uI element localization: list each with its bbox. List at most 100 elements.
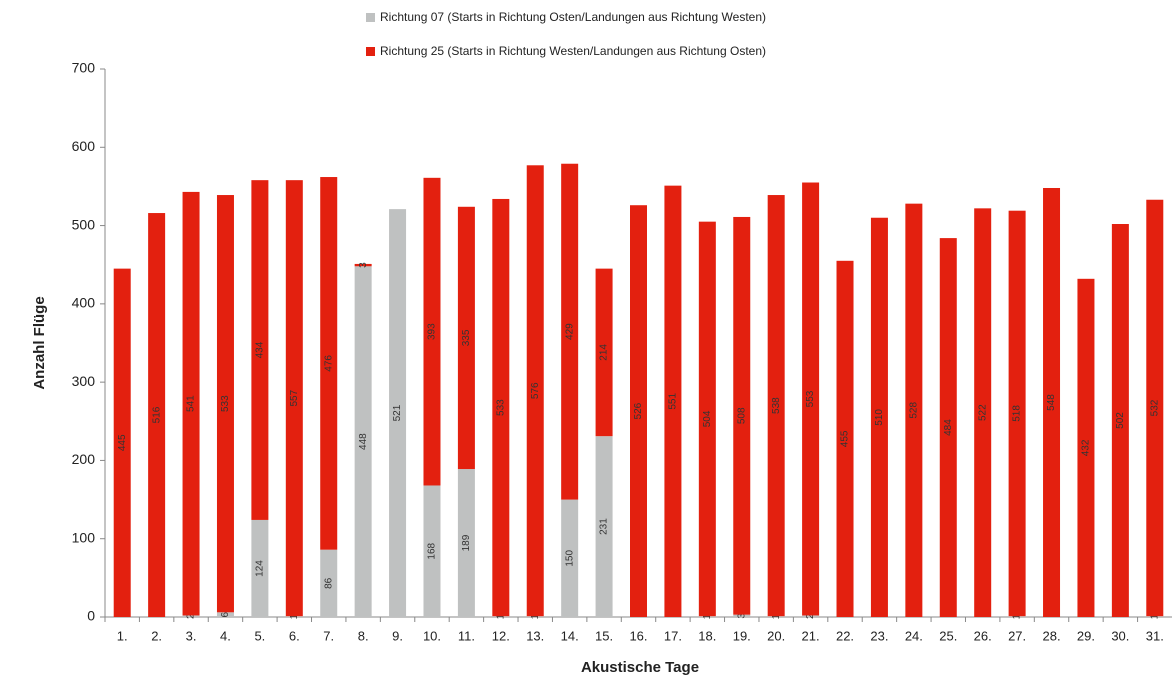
x-tick-label: 2. <box>151 628 162 643</box>
bar-segment <box>216 612 234 617</box>
legend-label: Richtung 25 (Starts in Richtung Westen/L… <box>380 44 766 58</box>
data-label: 2 <box>805 613 816 619</box>
bar-segment <box>423 177 441 486</box>
bar-segment <box>148 213 166 617</box>
bar-segment <box>802 182 820 616</box>
x-tick-label: 26. <box>974 628 992 643</box>
y-tick-label: 600 <box>72 138 96 154</box>
data-label: 532 <box>1149 399 1160 416</box>
bar-segment <box>354 263 372 267</box>
bar-segment <box>182 615 200 617</box>
data-label: 548 <box>1046 394 1057 411</box>
data-label: 189 <box>461 534 472 551</box>
data-label: 214 <box>599 344 610 361</box>
data-label: 526 <box>633 402 644 419</box>
x-tick-label: 9. <box>392 628 403 643</box>
data-label: 476 <box>323 355 334 372</box>
x-tick-label: 28. <box>1042 628 1060 643</box>
bar-segment <box>664 185 682 617</box>
x-tick-label: 23. <box>870 628 888 643</box>
bar-segment <box>698 221 716 617</box>
data-label: 504 <box>702 410 713 427</box>
data-label: 2 <box>186 613 197 619</box>
bar-segment <box>561 163 579 500</box>
x-tick-label: 4. <box>220 628 231 643</box>
data-label: 1 <box>289 613 300 619</box>
x-tick-label: 16. <box>629 628 647 643</box>
data-label: 432 <box>1081 439 1092 456</box>
data-label: 231 <box>599 518 610 535</box>
data-label: 1 <box>771 613 782 619</box>
data-label: 1 <box>1012 613 1023 619</box>
x-tick-label: 11. <box>458 628 475 643</box>
data-label: 1 <box>1149 613 1160 619</box>
bar-segment <box>251 519 269 617</box>
data-label: 533 <box>495 399 506 416</box>
bar-segment <box>1008 616 1026 617</box>
x-tick-label: 19. <box>733 628 751 643</box>
bar-segment <box>974 208 992 617</box>
bar-segment <box>216 195 234 613</box>
data-label: 538 <box>771 397 782 414</box>
bar-segment <box>939 238 957 617</box>
y-tick-label: 200 <box>72 451 96 467</box>
x-tick-label: 3. <box>186 628 197 643</box>
bar-segment <box>492 616 510 617</box>
data-label: 429 <box>564 323 575 340</box>
x-tick-label: 22. <box>836 628 854 643</box>
data-label: 124 <box>255 560 266 577</box>
data-label: 541 <box>186 395 197 412</box>
bar-segment <box>698 616 716 617</box>
data-label: 522 <box>977 404 988 421</box>
y-tick-label: 0 <box>87 608 95 624</box>
x-tick-label: 21. <box>802 628 820 643</box>
x-tick-label: 5. <box>254 628 265 643</box>
x-tick-label: 29. <box>1077 628 1095 643</box>
x-tick-label: 25. <box>939 628 957 643</box>
data-label: 576 <box>530 382 541 399</box>
bar-segment <box>561 499 579 617</box>
data-label: 150 <box>564 550 575 567</box>
data-label: 393 <box>427 323 438 340</box>
data-label: 1 <box>495 613 506 619</box>
data-label: 455 <box>840 430 851 447</box>
data-label: 508 <box>736 407 747 424</box>
data-label: 434 <box>255 341 266 358</box>
bar-segment <box>767 616 785 617</box>
data-label: 3 <box>358 262 369 268</box>
bar-segment <box>285 616 303 617</box>
x-tick-label: 1. <box>117 628 128 643</box>
bar-segment <box>113 268 131 617</box>
bar-segment <box>905 203 923 617</box>
bar-segment <box>389 209 407 618</box>
bar-segment <box>526 616 544 617</box>
x-tick-label: 10. <box>423 628 441 643</box>
y-tick-label: 700 <box>72 60 96 76</box>
x-tick-label: 15. <box>595 628 613 643</box>
data-label: 335 <box>461 329 472 346</box>
y-axis-label: Anzahl Flüge <box>31 296 48 389</box>
bar-segment <box>1077 278 1095 617</box>
bar-segment <box>526 165 544 617</box>
bar-segment <box>423 485 441 617</box>
data-label: 3 <box>736 613 747 619</box>
x-tick-label: 18. <box>698 628 716 643</box>
bar-segment <box>457 206 475 470</box>
x-tick-label: 24. <box>905 628 923 643</box>
legend-label: Richtung 07 (Starts in Richtung Osten/La… <box>380 10 766 24</box>
bar-segment <box>320 549 338 617</box>
bar-segment <box>1043 187 1061 617</box>
data-label: 521 <box>392 404 403 421</box>
x-tick-label: 8. <box>358 628 369 643</box>
bar-segment <box>492 198 510 617</box>
bar-segment <box>630 205 647 617</box>
data-label: 528 <box>908 402 919 419</box>
bar-segment <box>182 191 200 616</box>
x-axis-label: Akustische Tage <box>581 659 699 676</box>
x-tick-label: 6. <box>289 628 300 643</box>
x-tick-label: 30. <box>1111 628 1129 643</box>
data-label: 445 <box>117 434 128 451</box>
bar-segment <box>870 217 888 617</box>
bar-segment <box>733 216 751 615</box>
